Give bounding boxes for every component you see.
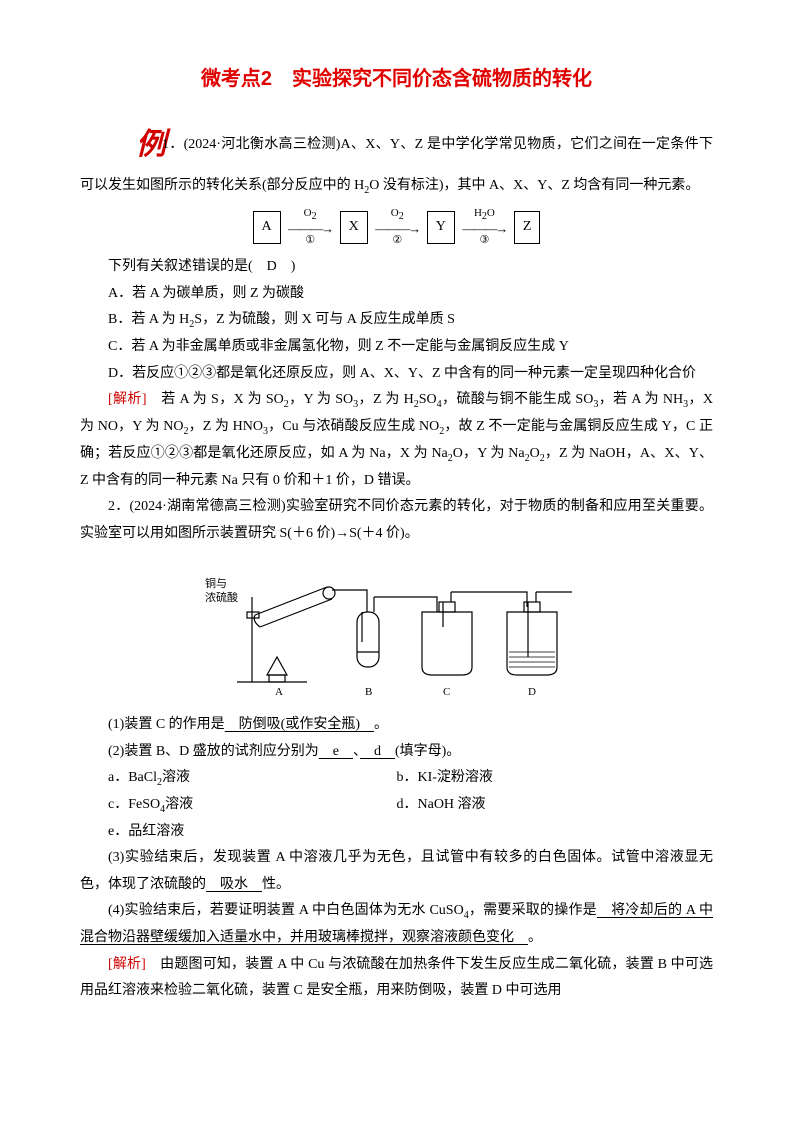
q2-opt-c: c．FeSO4溶液	[80, 792, 397, 819]
q1-lead: 下列有关叙述错误的是( D )	[80, 254, 713, 281]
page-title: 微考点2 实验探究不同价态含硫物质的转化	[80, 60, 713, 98]
q2p4-b: ，需要采取的操作是	[469, 903, 597, 918]
q1jx-e: ，硫酸与铜不能生成 SO	[442, 392, 594, 407]
q2p1-answer: 防倒吸(或作安全瓶)	[225, 717, 374, 732]
q2p4-a: (4)实验结束后，若要证明装置 A 中白色固体为无水 CuSO	[108, 903, 464, 918]
q1jx-c: ，Z 为 H	[358, 392, 414, 407]
q2-analysis: [解析] 由题图可知，装置 A 中 Cu 与浓硫酸在加热条件下发生反应生成二氧化…	[80, 952, 713, 1005]
q2-p1: (1)装置 C 的作用是 防倒吸(或作安全瓶) 。	[80, 712, 713, 739]
q1jx-b: ，Y 为 SO	[289, 392, 353, 407]
label-acid: 浓硫酸	[205, 590, 238, 604]
arrow2-top: O	[391, 207, 399, 219]
q1b-a: B．若 A 为 H	[108, 312, 189, 327]
q1b-b: S，Z 为硫酸，则 X 可与 A 反应生成单质 S	[194, 312, 455, 327]
q2p3-a: (3)实验结束后，发现装置 A 中溶液几乎为无色，且试管中有较多的白色固体。试管…	[80, 850, 713, 892]
q1jx-d: SO	[419, 392, 437, 407]
q1-opt-d: D．若反应①②③都是氧化还原反应，则 A、X、Y、Z 中含有的同一种元素一定呈现…	[80, 361, 713, 388]
q1-opt-b: B．若 A 为 H2S，Z 为硫酸，则 X 可与 A 反应生成单质 S	[80, 307, 713, 334]
opta-b: 溶液	[162, 770, 190, 785]
box-x: X	[340, 211, 368, 244]
label-a: A	[275, 686, 283, 697]
q2-source: (2024·湖南常德高三检测)	[130, 499, 286, 514]
q1jx-l: O	[530, 446, 540, 461]
label-c: C	[443, 686, 450, 697]
q1-number: 1．	[162, 137, 184, 152]
arrow1-top: O	[304, 207, 312, 219]
arrow-1: O2 ———→ ①	[288, 208, 332, 246]
q1jx-h: ，Z 为 HNO	[188, 419, 263, 434]
q1jx-i: ，Cu 与浓硝酸反应生成 NO	[268, 419, 439, 434]
arrow1-label: ①	[288, 235, 332, 246]
arrow3-label: ③	[462, 235, 506, 246]
q1-stem: 例1．(2024·河北衡水高三检测)A、X、Y、Z 是中学化学常见物质，它们之间…	[80, 116, 713, 200]
q2p2-a: (2)装置 B、D 盛放的试剂应分别为	[108, 744, 319, 759]
opta-a: a．BaCl	[108, 770, 157, 785]
q2p1-a: (1)装置 C 的作用是	[108, 717, 225, 732]
optc-a: c．FeSO	[108, 797, 160, 812]
q2-opt-e: e．品红溶液	[80, 819, 713, 846]
q1-source: (2024·河北衡水高三检测)	[184, 137, 341, 152]
q1-opt-a: A．若 A 为碳单质，则 Z 为碳酸	[80, 281, 713, 308]
arrow3-o: O	[487, 207, 495, 219]
q2-opt-a: a．BaCl2溶液	[80, 765, 397, 792]
analysis-label: [解析]	[108, 392, 146, 407]
q2-jiexi-text: 由题图可知，装置 A 中 Cu 与浓硫酸在加热条件下发生反应生成二氧化硫，装置 …	[80, 957, 713, 999]
document-page: 微考点2 实验探究不同价态含硫物质的转化 例1．(2024·河北衡水高三检测)A…	[0, 0, 793, 1122]
box-a: A	[253, 211, 281, 244]
box-z: Z	[514, 211, 541, 244]
reaction-diagram: A O2 ———→ ① X O2 ———→ ② Y H2O ———→ ③ Z	[80, 208, 713, 246]
label-d: D	[528, 686, 536, 697]
q2p2-ans1: e	[319, 744, 353, 759]
q2p4-c: 。	[528, 930, 542, 945]
q1jx-k: O，Y 为 Na	[453, 446, 525, 461]
q2-p4: (4)实验结束后，若要证明装置 A 中白色固体为无水 CuSO4，需要采取的操作…	[80, 898, 713, 951]
q2-opt-b: b．KI-淀粉溶液	[397, 765, 714, 792]
q2-number: 2．	[108, 499, 130, 514]
box-y: Y	[427, 211, 455, 244]
analysis-label-2: [解析]	[108, 957, 146, 972]
optc-b: 溶液	[165, 797, 193, 812]
apparatus-diagram: 铜与 浓硫酸 A B C D	[80, 557, 713, 708]
q1-opt-c: C．若 A 为非金属单质或非金属氢化物，则 Z 不一定能与金属铜反应生成 Y	[80, 334, 713, 361]
q2-opt-d: d．NaOH 溶液	[397, 792, 714, 819]
arrow2-label: ②	[375, 235, 419, 246]
q2-options-row1: a．BaCl2溶液 b．KI-淀粉溶液	[80, 765, 713, 792]
q2p2-b: (填字母)。	[395, 744, 460, 759]
arrow-3: H2O ———→ ③	[462, 208, 506, 246]
q2-stem: 2．(2024·湖南常德高三检测)实验室研究不同价态元素的转化，对于物质的制备和…	[80, 494, 713, 547]
label-cu: 铜与	[205, 576, 227, 590]
q1-stem-b: O 没有标注)，其中 A、X、Y、Z 均含有同一种元素。	[369, 178, 699, 193]
q2p2-ans2: d	[360, 744, 395, 759]
label-b: B	[365, 686, 372, 697]
arrow-2: O2 ———→ ②	[375, 208, 419, 246]
q2-p2: (2)装置 B、D 盛放的试剂应分别为 e 、 d (填字母)。	[80, 739, 713, 766]
q1jx-a: 若 A 为 S，X 为 SO	[146, 392, 283, 407]
q2p1-b: 。	[374, 717, 388, 732]
example-marker: 例	[108, 116, 166, 173]
q2p2-mid: 、	[353, 744, 360, 759]
q1jx-f: ，若 A 为 NH	[598, 392, 683, 407]
q2-options-row2: c．FeSO4溶液 d．NaOH 溶液	[80, 792, 713, 819]
q1-analysis: [解析] 若 A 为 S，X 为 SO2，Y 为 SO3，Z 为 H2SO4，硫…	[80, 387, 713, 494]
arrow3-h: H	[474, 207, 482, 219]
q2p3-answer: 吸水	[206, 877, 262, 892]
q2-p3: (3)实验结束后，发现装置 A 中溶液几乎为无色，且试管中有较多的白色固体。试管…	[80, 845, 713, 898]
q2p3-b: 性。	[262, 877, 290, 892]
